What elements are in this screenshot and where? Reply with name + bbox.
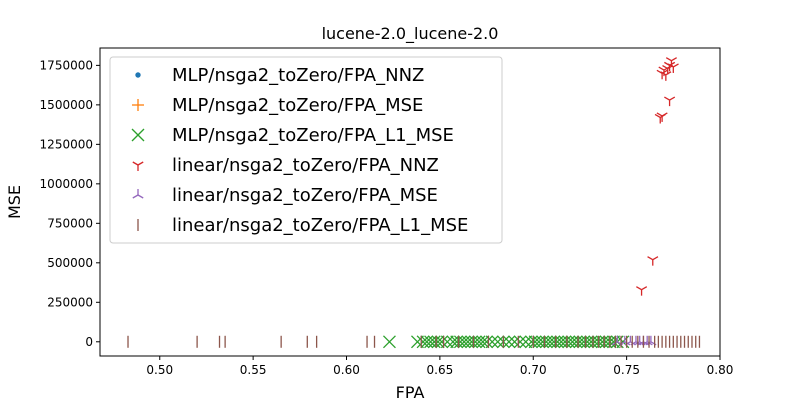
data-point-s2-24	[513, 335, 527, 349]
legend-label-2: MLP/nsga2_toZero/FPA_L1_MSE	[172, 125, 454, 146]
plot-frame	[99, 47, 721, 357]
x-tick-label: 0.65	[427, 363, 454, 377]
data-point-s3-11	[667, 63, 679, 73]
x-tick-label: 0.60	[333, 363, 360, 377]
legend-label-3: linear/nsga2_toZero/FPA_NNZ	[172, 155, 439, 176]
legend-marker-3	[132, 161, 144, 171]
y-axis-label: MSE	[5, 185, 24, 219]
y-tick-label: 1750000	[40, 58, 93, 72]
x-tick-label: 0.70	[520, 363, 547, 377]
y-tick-label: 1000000	[40, 177, 93, 191]
legend-frame	[109, 56, 503, 244]
x-tick-label: 0.55	[240, 363, 267, 377]
legend-marker-1	[132, 99, 144, 111]
data-point-s3-0	[636, 286, 648, 296]
y-tick-label: 0	[85, 335, 93, 349]
data-point-s2-25	[519, 335, 533, 349]
data-point-s2-17	[476, 335, 490, 349]
x-axis: 0.50 0.55 0.60 0.65 0.70 0.75 0.80	[146, 356, 733, 377]
legend-marker-0	[135, 72, 141, 78]
data-point-s3-7	[660, 71, 672, 81]
legend-marker-2	[131, 128, 145, 142]
chart-title: lucene-2.0_lucene-2.0	[322, 24, 499, 44]
data-point-s2-22	[502, 335, 516, 349]
markers-layer	[127, 57, 701, 349]
data-point-s2-0	[382, 335, 396, 349]
data-point-s3-3	[656, 112, 668, 122]
y-tick-label: 1250000	[40, 137, 93, 151]
x-tick-label: 0.80	[707, 363, 734, 377]
legend-marker-4	[132, 189, 144, 199]
y-tick-label: 500000	[47, 256, 93, 270]
legend-label-0: MLP/nsga2_toZero/FPA_NNZ	[172, 65, 424, 86]
data-point-s2-20	[491, 335, 505, 349]
x-axis-label: FPA	[396, 383, 425, 400]
y-axis: 0 250000 500000 750000 1000000 1250000 1500000…	[40, 58, 100, 349]
legend: MLP/nsga2_toZero/FPA_NNZ MLP/nsga2_toZero…	[109, 56, 503, 244]
data-point-s2-6	[431, 335, 445, 349]
legend-label-4: linear/nsga2_toZero/FPA_MSE	[172, 185, 438, 206]
y-tick-label: 250000	[47, 295, 93, 309]
legend-label-5: linear/nsga2_toZero/FPA_L1_MSE	[172, 215, 468, 236]
y-tick-label: 750000	[47, 216, 93, 230]
legend-label-1: MLP/nsga2_toZero/FPA_MSE	[172, 95, 423, 116]
x-tick-label: 0.50	[146, 363, 173, 377]
data-point-s2-7	[435, 335, 449, 349]
data-point-s3-1	[647, 256, 659, 266]
data-point-s2-18	[480, 335, 494, 349]
x-tick-label: 0.75	[613, 363, 640, 377]
y-tick-label: 1500000	[40, 98, 93, 112]
data-point-s3-4	[664, 96, 676, 107]
